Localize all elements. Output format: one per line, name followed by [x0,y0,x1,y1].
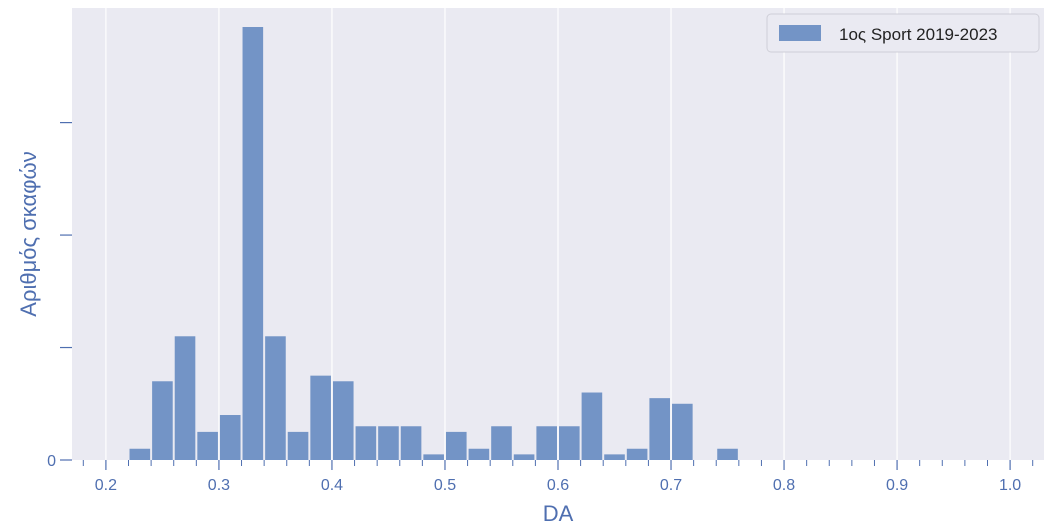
histogram-bar [152,381,173,460]
histogram-bar [581,392,603,460]
histogram-bar [219,415,241,460]
bars-layer [129,27,738,460]
y-tick-label: 0 [47,453,56,470]
histogram-bar [332,381,354,460]
ticks-layer: 0 0.2 0.3 0.4 0.5 0.6 0.7 0.8 0.9 1.0 [47,121,1034,494]
legend-box [766,13,1040,53]
histogram-bar [649,398,671,460]
histogram-bar [129,448,151,460]
histogram-bar [355,426,377,460]
x-tick-label: 0.7 [660,477,682,494]
x-tick-label: 0.8 [773,477,795,494]
legend: 1ος Sport 2019-2023 [766,13,1040,53]
histogram-bar [672,403,693,460]
histogram-bar [265,336,286,460]
y-axis-label: Αριθμός σκαφών [16,151,41,316]
histogram-bar [400,426,422,460]
histogram-bar [310,375,331,460]
x-axis-label: DA [543,501,574,525]
x-tick-label: 0.9 [886,477,908,494]
histogram-bar [197,431,218,460]
legend-swatch [779,25,821,41]
histogram-bar [717,448,738,460]
histogram-bar [491,426,512,460]
histogram-bar [242,27,264,460]
x-tick-label: 1.0 [999,477,1021,494]
histogram-bar [513,454,535,460]
histogram-bar [536,426,557,460]
x-tick-label: 0.4 [321,477,343,494]
histogram-bar [626,448,648,460]
histogram-bar [468,448,490,460]
legend-label: 1ος Sport 2019-2023 [839,25,997,44]
x-tick-label: 0.3 [208,477,230,494]
x-tick-label: 0.2 [95,477,117,494]
histogram-bar [604,454,625,460]
histogram-bar [445,431,467,460]
histogram-bar [559,426,580,460]
histogram-bar [174,336,196,460]
x-tick-label: 0.6 [547,477,569,494]
x-tick-label: 0.5 [434,477,456,494]
histogram-bar [287,431,309,460]
grid-layer [105,8,1011,460]
histogram-bar [378,426,399,460]
histogram-bar [423,454,444,460]
